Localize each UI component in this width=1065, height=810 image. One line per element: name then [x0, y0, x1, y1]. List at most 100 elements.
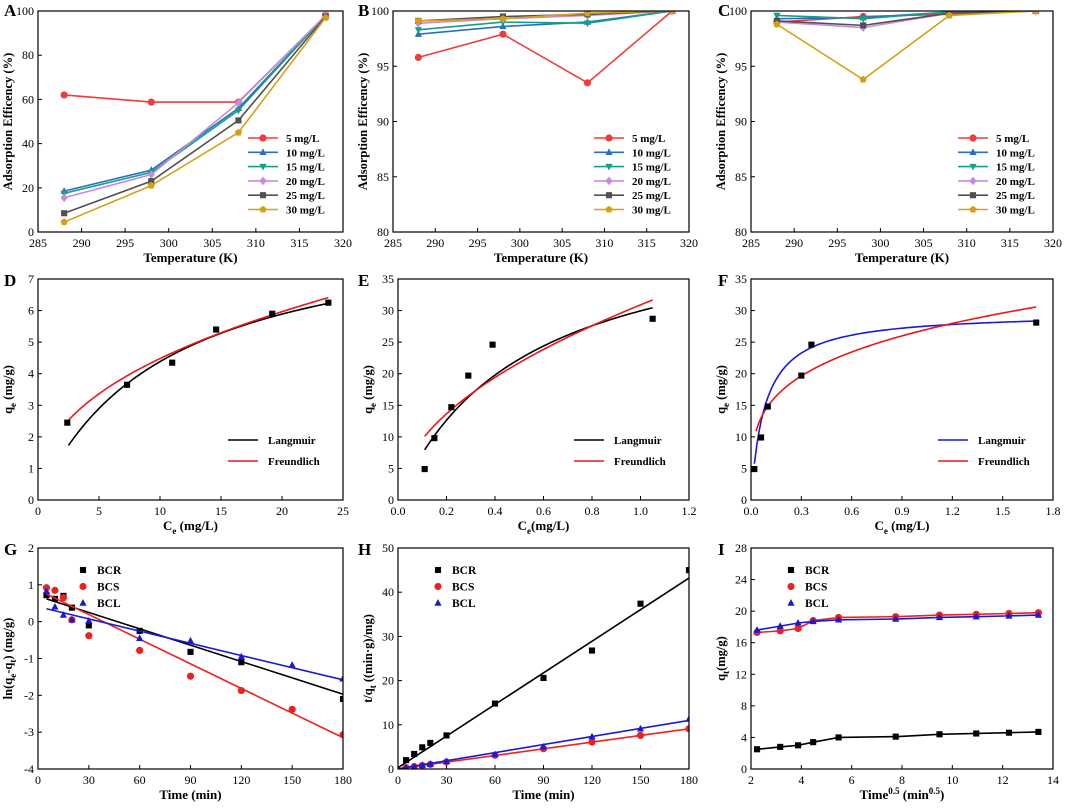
data-point [325, 299, 332, 306]
y-tick-label: 0 [28, 225, 34, 239]
legend-label: Langmuir [268, 435, 316, 447]
data-point [935, 613, 944, 621]
data-point [237, 652, 245, 660]
x-tick-label: 300 [160, 236, 178, 250]
x-tick-label: 1.5 [995, 504, 1010, 518]
data-point [85, 616, 93, 624]
x-axis-label: Temperature (K) [143, 250, 237, 265]
legend-label: 20 mg/L [286, 176, 325, 188]
x-tick-label: 6 [849, 773, 855, 787]
data-point [795, 742, 802, 749]
data-point [972, 612, 980, 620]
legend-marker [259, 192, 267, 199]
data-point [583, 11, 592, 17]
x-tick-label: 0.9 [895, 504, 910, 518]
axis-label-part: t [368, 685, 378, 688]
axis-label-part: (min [900, 787, 930, 802]
data-point [753, 626, 761, 633]
fit-line [398, 577, 689, 769]
data-point [418, 761, 426, 769]
data-point [773, 20, 781, 28]
data-point [234, 128, 243, 136]
x-tick-label: 1.0 [633, 504, 648, 518]
data-point [753, 746, 761, 753]
data-point [60, 193, 68, 203]
data-point [794, 624, 802, 633]
y-tick-label: 2 [28, 430, 34, 444]
series-line [63, 16, 327, 214]
data-point [68, 604, 75, 611]
x-axis-label: Temperature (K) [855, 250, 949, 265]
y-tick-label: 80 [377, 225, 389, 239]
axis-label-part: (mg/L) [888, 518, 930, 533]
data-point [136, 634, 144, 641]
x-tick-label: 150 [632, 773, 650, 787]
data-point [636, 724, 645, 732]
data-point [834, 615, 843, 623]
panel-letter: E [358, 271, 369, 290]
axis-label-part: Time [860, 787, 889, 802]
data-point [419, 744, 426, 751]
data-point [945, 11, 954, 19]
panel-A: A 285 290 295 300 305 310 315 320 0 20 40 60 80 100 Tem… [1, 1, 352, 265]
data-point [809, 617, 817, 625]
data-point [773, 12, 781, 20]
legend-marker [605, 176, 613, 186]
axis-label-part: e [527, 526, 531, 536]
fit-curve-freundlich [424, 299, 653, 437]
x-tick-label: 315 [638, 236, 656, 250]
y-tick-label: 5 [388, 461, 394, 475]
y-tick-label: 30 [382, 629, 394, 643]
legend-label: Langmuir [978, 435, 1026, 447]
y-tick-label: 1 [28, 461, 34, 475]
plot-frame [37, 547, 344, 770]
legend-label: BCS [452, 582, 474, 594]
data-point [810, 739, 817, 746]
axis-label-part: q [714, 407, 728, 414]
legend: 5 mg/L 10 mg/L 15 mg/L 20 mg/L 25 mg/L 30 mg/… [248, 133, 325, 217]
axis-label-part: Temperature (K) [494, 250, 588, 265]
legend: Langmuir Freundlich [228, 435, 320, 468]
x-tick-label: 320 [1044, 236, 1062, 250]
panel-letter: A [4, 1, 17, 20]
panel-C: C 285 290 295 300 305 310 315 320 80 85 90 95 100 Temp… [714, 1, 1062, 265]
legend-label: BCS [97, 582, 119, 594]
x-tick-label: 30 [83, 773, 95, 787]
y-tick-label: 6 [28, 304, 34, 318]
x-axis-label: Time (min) [512, 787, 574, 802]
y-tick-label: 8 [741, 699, 747, 713]
fit-line [46, 607, 343, 681]
y-tick-label: 85 [735, 170, 747, 184]
legend-marker [787, 582, 795, 591]
legend-marker [605, 148, 613, 155]
x-tick-label: 4 [798, 773, 804, 787]
y-tick-label: 28 [735, 541, 747, 555]
y-tick-label: 80 [22, 48, 34, 62]
data-point [410, 762, 418, 769]
data-point [147, 98, 155, 106]
y-tick-label: 35 [735, 272, 747, 286]
data-point [448, 404, 455, 411]
y-tick-label: 4 [28, 367, 34, 381]
axis-label-part: e [368, 403, 378, 407]
fit-line [46, 598, 343, 695]
x-tick-label: 0 [35, 773, 41, 787]
legend-marker [434, 582, 442, 591]
y-tick-label: -4 [24, 762, 34, 776]
data-point [186, 672, 195, 680]
data-point [668, 11, 676, 15]
data-point [427, 739, 434, 746]
data-point [491, 750, 499, 758]
x-tick-label: 320 [334, 236, 352, 250]
data-point [808, 341, 815, 348]
data-point [414, 53, 422, 62]
x-tick-label: 90 [185, 773, 197, 787]
legend-label: BCL [97, 598, 121, 610]
x-tick-label: 15 [215, 504, 227, 518]
data-point [411, 750, 418, 758]
data-point [798, 372, 805, 379]
legend: BCR BCS BCL [434, 565, 477, 610]
legend-label: Freundlich [614, 456, 666, 468]
plot-area [421, 299, 656, 473]
data-point [51, 602, 59, 610]
